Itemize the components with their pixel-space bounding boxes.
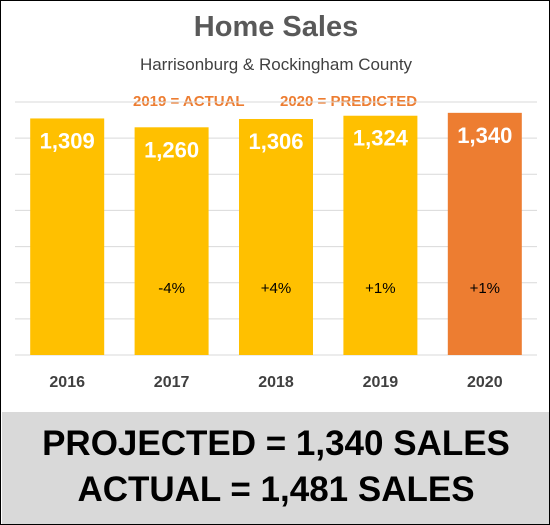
change-label-2019: +1% (365, 280, 395, 297)
footer-actual: ACTUAL = 1,481 SALES (77, 470, 475, 509)
x-tick-label-2018: 2018 (258, 374, 294, 391)
bar-2016 (30, 118, 105, 355)
change-label-2018: +4% (261, 280, 291, 297)
bar-2017 (134, 127, 209, 355)
footer-summary: PROJECTED = 1,340 SALES ACTUAL = 1,481 S… (2, 412, 549, 524)
value-label-2017: 1,260 (144, 137, 199, 162)
x-tick-label-2020: 2020 (467, 374, 503, 391)
chart-title: Home Sales (193, 11, 359, 43)
bar-2018 (239, 118, 313, 355)
value-label-2016: 1,309 (40, 128, 95, 153)
chart-subtitle: Harrisonburg & Rockingham County (139, 55, 413, 74)
value-label-2020: 1,340 (457, 123, 512, 148)
change-label-2020: +1% (470, 280, 500, 297)
value-label-2018: 1,306 (248, 129, 303, 154)
bar-2020 (447, 112, 522, 355)
x-tick-label-2017: 2017 (154, 374, 190, 391)
value-label-2019: 1,324 (353, 126, 409, 151)
x-tick-label-2019: 2019 (363, 374, 399, 391)
bar-chart-plot: 1,309 2016 1,260 -4% 2017 1,306 +4% 2018 1,324 +1… (15, 101, 537, 391)
bar-2019 (343, 115, 418, 355)
footer-projected: PROJECTED = 1,340 SALES (42, 424, 510, 463)
x-tick-label-2016: 2016 (49, 374, 85, 391)
change-label-2017: -4% (158, 280, 185, 297)
